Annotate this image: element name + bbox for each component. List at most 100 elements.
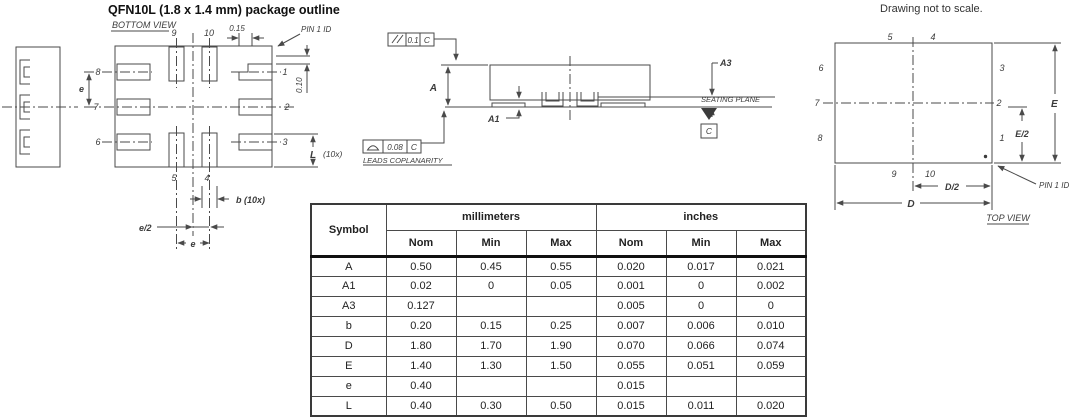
cell: 0.059 [735,355,807,377]
cell: 1.70 [455,335,527,357]
tv-pin-6: 6 [818,63,823,73]
col-header-in-min: Min [665,229,737,257]
dim-D: D [907,199,914,210]
parallelism-value: 0.1 [407,36,418,45]
parallelism-icon [391,34,404,44]
side-profile-view [2,46,78,168]
cell: 0.001 [595,275,667,297]
page-title: QFN10L (1.8 x 1.4 mm) package outline [108,3,340,17]
cell: 0.45 [455,254,527,277]
side-view: 0.1 C A A1 A3 SEATING PLANE C [362,32,775,166]
cell: 0.05 [525,275,597,297]
cell: 0.070 [595,335,667,357]
pin1-id-label-top: PIN 1 ID [1039,181,1069,190]
cell: 0.015 [595,375,667,397]
dim-L: L [310,150,316,161]
col-header-inches: inches [595,203,807,231]
dim-L-qty: (10x) [323,149,343,159]
col-header-symbol: Symbol [310,203,387,257]
table-row: A 0.50 0.45 0.55 0.020 0.017 0.021 [310,254,807,277]
leads-coplanarity-label: LEADS COPLANARITY [363,156,444,165]
cell [735,375,807,397]
cell: 0.55 [525,254,597,277]
cell: 0.50 [525,395,597,417]
cell-symbol: E [310,355,387,377]
coplanarity-callout: 0.08 C LEADS COPLANARITY [362,110,452,166]
tv-pin-3: 3 [999,63,1004,73]
cell: 1.80 [385,335,457,357]
col-header-mm-min: Min [455,229,527,257]
dim-A1: A1 [487,114,500,124]
cell: 0.005 [595,295,667,317]
dim-A3: A3 [719,58,732,68]
tv-pin-10: 10 [925,169,935,179]
cell: 0.015 [595,395,667,417]
dim-E-half: E/2 [1015,129,1029,139]
parallelism-callout: 0.1 C [387,32,459,61]
cell: 0.40 [385,375,457,397]
cell [525,375,597,397]
cell: 0.051 [665,355,737,377]
top-view-label: TOP VIEW [986,213,1031,223]
cell: 0.020 [595,254,667,277]
parallelism-datum: C [424,35,431,45]
cell: 1.90 [525,335,597,357]
cell-symbol: L [310,395,387,417]
col-header-millimeters: millimeters [385,203,597,231]
cell: 0.002 [735,275,807,297]
cell [455,295,527,317]
cell: 0.011 [665,395,737,417]
cell-symbol: b [310,315,387,337]
tv-pin-7: 7 [814,98,820,108]
scale-note: Drawing not to scale. [880,3,983,15]
cell: 1.50 [525,355,597,377]
cell: 0 [665,275,737,297]
table-row: D 1.80 1.70 1.90 0.070 0.066 0.074 [310,335,807,357]
col-header-mm-nom: Nom [385,229,457,257]
pin-9: 9 [171,28,176,38]
table-row: e 0.40 0.015 [310,375,807,397]
cell: 0.40 [385,395,457,417]
cell: 1.30 [455,355,527,377]
cell: 0.007 [595,315,667,337]
tv-pin-2: 2 [995,98,1001,108]
cell: 0.30 [455,395,527,417]
cell: 1.40 [385,355,457,377]
dim-E: E [1051,99,1058,110]
cell: 0 [665,295,737,317]
cell: 0.15 [455,315,527,337]
cell: 0.020 [735,395,807,417]
col-header-mm-max: Max [525,229,597,257]
table-row: A3 0.127 0.005 0 0 [310,295,807,317]
cell-symbol: D [310,335,387,357]
cell: 0.25 [525,315,597,337]
cell: 0.055 [595,355,667,377]
pin1-dot [983,154,988,159]
cell: 0.02 [385,275,457,297]
seating-plane-label: SEATING PLANE [701,95,761,104]
cell-symbol: A [310,254,387,277]
dim-e-bottom: e [190,239,195,249]
pin-8: 8 [95,67,100,77]
cell: 0.017 [665,254,737,277]
cell: 0 [735,295,807,317]
bottom-view-label: BOTTOM VIEW [112,20,177,30]
cell [455,375,527,397]
top-view: E E/2 D/2 D PIN 1 ID TOP VIEW 5 4 6 7 8 … [814,32,1069,225]
dim-D-half: D/2 [945,182,959,192]
tv-pin-1: 1 [999,133,1004,143]
datum-c-label: C [706,126,713,136]
pin-3: 3 [282,137,287,147]
dim-A: A [429,83,437,94]
cell-symbol: A1 [310,275,387,297]
cell: 0.50 [385,254,457,277]
pin-6: 6 [95,137,100,147]
cell: 0.021 [735,254,807,277]
datum-triangle-icon [701,108,717,120]
cell-symbol: A3 [310,295,387,317]
cell: 0 [455,275,527,297]
tv-pin-4: 4 [930,32,935,42]
pin-7: 7 [93,102,99,112]
table-row: b 0.20 0.15 0.25 0.007 0.006 0.010 [310,315,807,337]
